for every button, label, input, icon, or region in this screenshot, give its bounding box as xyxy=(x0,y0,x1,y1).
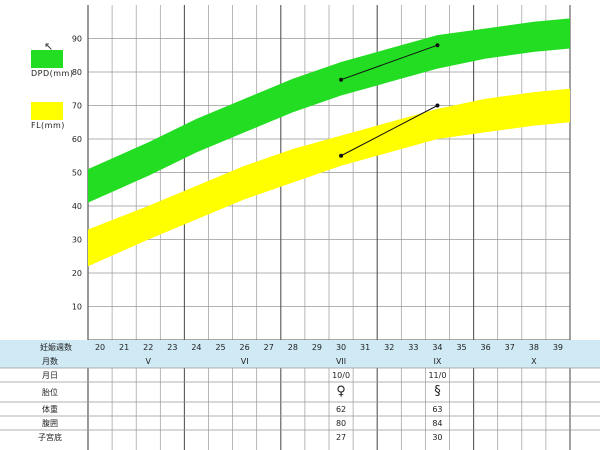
measurement-line xyxy=(340,44,438,81)
week-label: 31 xyxy=(360,343,370,352)
legend-fl-label: FL(mm) xyxy=(31,121,65,130)
legend-fl: FL(mm) xyxy=(31,102,65,130)
month-label: V xyxy=(146,357,152,366)
week-label: 30 xyxy=(336,343,346,352)
legend-dpd-label: DPD(mm) xyxy=(31,69,74,78)
table-row-label: 子宮底 xyxy=(38,432,62,442)
week-label: 32 xyxy=(384,343,394,352)
week-label: 25 xyxy=(215,343,225,352)
legend-dpd-swatch xyxy=(31,50,63,68)
month-label: IX xyxy=(434,357,442,366)
week-label: 35 xyxy=(456,343,466,352)
month-label: X xyxy=(531,357,537,366)
axis-labels: 10 20 30 40 50 60 70 80 90 xyxy=(72,35,82,312)
y-tick-label: 90 xyxy=(72,35,82,44)
y-tick-label: 40 xyxy=(72,202,82,211)
week-label: 26 xyxy=(240,343,250,352)
y-tick-label: 70 xyxy=(72,102,82,111)
week-label: 24 xyxy=(191,343,201,352)
y-tick-label: 30 xyxy=(72,236,82,245)
measurement-point xyxy=(339,153,344,158)
month-label: VII xyxy=(336,357,346,366)
table-cell-week34: 30 xyxy=(432,433,442,442)
month-header-label: 月数 xyxy=(42,356,58,366)
legend-fl-swatch xyxy=(31,102,63,120)
table-cell-week30: ♀ xyxy=(336,384,346,399)
y-tick-label: 80 xyxy=(72,68,82,77)
week-label: 27 xyxy=(264,343,274,352)
table-row-label: 胎位 xyxy=(42,387,58,397)
month-label: VI xyxy=(241,357,249,366)
week-label: 34 xyxy=(432,343,442,352)
table-cell-week30: 62 xyxy=(336,405,346,414)
measurement-point xyxy=(435,103,440,108)
data-table: 妊娠週数 20 21 22 23 24 25 26 27 28 29 30 31 32 33 34 35 36 37… xyxy=(0,340,600,442)
table-header-bg xyxy=(0,340,600,368)
week-label: 20 xyxy=(95,343,105,352)
week-label: 29 xyxy=(312,343,322,352)
week-label: 36 xyxy=(481,343,491,352)
table-cell-week30: 80 xyxy=(336,419,346,428)
measurement-point xyxy=(339,77,344,82)
table-row-label: 月日 xyxy=(42,371,58,380)
table-cell-week34: § xyxy=(434,384,441,399)
week-label: 22 xyxy=(143,343,153,352)
measurement-markers xyxy=(339,43,440,158)
table-cell-week34: 11/0 xyxy=(428,371,446,380)
y-tick-label: 50 xyxy=(72,169,82,178)
week-label: 38 xyxy=(529,343,539,352)
y-tick-label: 60 xyxy=(72,135,82,144)
measurement-point xyxy=(435,43,440,48)
mouse-cursor-icon: ↖ xyxy=(44,40,54,53)
week-label: 39 xyxy=(553,343,563,352)
y-tick-label: 10 xyxy=(72,303,82,312)
table-cell-week30: 27 xyxy=(336,433,346,442)
table-row-label: 体重 xyxy=(42,404,58,414)
table-cell-week30: 10/0 xyxy=(332,371,350,380)
table-cell-week34: 84 xyxy=(432,419,442,428)
week-label: 21 xyxy=(119,343,129,352)
week-label: 37 xyxy=(505,343,515,352)
week-header-label: 妊娠週数 xyxy=(40,342,72,352)
y-tick-label: 20 xyxy=(72,269,82,278)
growth-bands xyxy=(88,18,570,267)
band-DPD(mm) xyxy=(88,18,570,203)
week-label: 33 xyxy=(408,343,418,352)
band-FL(mm) xyxy=(88,88,570,267)
week-label: 23 xyxy=(167,343,177,352)
table-cell-week34: 63 xyxy=(432,405,442,414)
table-row-label: 腹囲 xyxy=(42,418,58,428)
legend-dpd: DPD(mm) xyxy=(31,50,73,78)
measurement-line xyxy=(340,105,438,157)
week-label: 28 xyxy=(288,343,298,352)
